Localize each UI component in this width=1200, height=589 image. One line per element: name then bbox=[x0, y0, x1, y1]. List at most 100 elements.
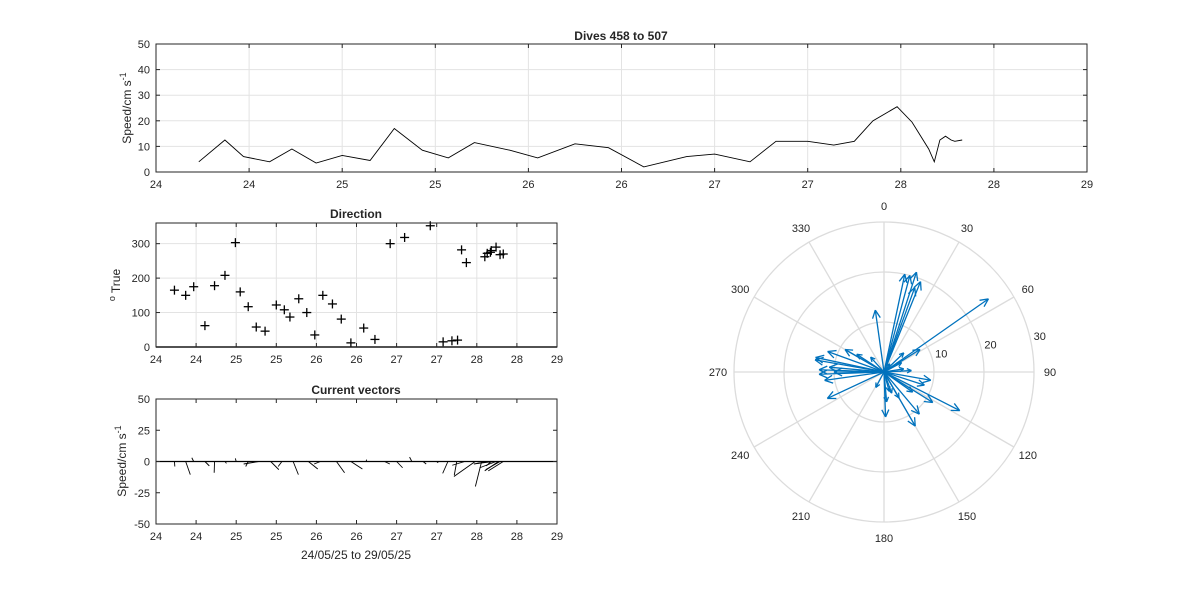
direction-point bbox=[279, 305, 289, 315]
direction-plot-xtick-label: 27 bbox=[390, 354, 402, 366]
compass-arrow-shaft bbox=[824, 371, 885, 381]
direction-plot-xtick-label: 28 bbox=[511, 354, 523, 366]
compass-arrow bbox=[883, 371, 932, 384]
current-vector bbox=[234, 458, 237, 462]
compass-radius-label: 20 bbox=[984, 340, 996, 352]
compass-arrow-head bbox=[914, 287, 917, 297]
compass-spoke bbox=[883, 371, 1015, 448]
compass-spoke bbox=[808, 371, 885, 503]
direction-point bbox=[181, 290, 191, 300]
current-vectors-title: Current vectors bbox=[311, 383, 401, 397]
current-vectors-ylabel-exponent: -1 bbox=[113, 425, 123, 433]
current-vectors-ylabel: Speed/cm s-1 bbox=[113, 425, 129, 496]
speed-plot-ytick-label: 20 bbox=[138, 116, 150, 128]
compass-arrow-shaft bbox=[814, 359, 885, 373]
compass-arrow bbox=[883, 371, 925, 387]
direction-plot-xtick-label: 29 bbox=[551, 354, 563, 366]
current-vectors-xtick-label: 25 bbox=[270, 531, 282, 543]
compass-arrow-head bbox=[898, 362, 903, 368]
compass-angle-label: 120 bbox=[1019, 450, 1037, 462]
speed-plot-ytick-label: 50 bbox=[138, 39, 150, 51]
compass-arrow-head bbox=[824, 379, 834, 384]
compass-arrow-head bbox=[904, 274, 908, 284]
compass-arrow-shaft bbox=[827, 371, 885, 400]
compass-arrow-head bbox=[818, 365, 828, 371]
direction-plot-xtick-label: 25 bbox=[270, 354, 282, 366]
direction-point bbox=[310, 330, 320, 340]
direction-point bbox=[294, 294, 304, 304]
direction-point bbox=[260, 326, 270, 336]
current-vector bbox=[308, 461, 319, 470]
compass-arrow-head bbox=[979, 298, 989, 301]
compass-arrow-shaft bbox=[883, 368, 904, 373]
direction-plot-xtick-label: 25 bbox=[230, 354, 242, 366]
compass-arrow bbox=[844, 348, 885, 373]
direction-point bbox=[359, 323, 369, 333]
speed-plot-grid bbox=[156, 44, 1087, 172]
compass-arrow-head bbox=[922, 379, 931, 384]
direction-point bbox=[447, 336, 457, 346]
compass-arrow bbox=[826, 371, 885, 400]
compass-arrow-head bbox=[828, 363, 838, 368]
current-vectors-ytick-label: -25 bbox=[134, 488, 150, 500]
current-vector bbox=[396, 461, 403, 469]
compass-arrow-head bbox=[815, 354, 825, 359]
compass-arrow-head bbox=[901, 352, 905, 358]
current-vector bbox=[452, 461, 465, 466]
current-vector bbox=[477, 461, 494, 464]
compass-arrow-head bbox=[918, 379, 925, 386]
speed-plot-ylabel: Speed/cm s-1 bbox=[118, 72, 134, 143]
current-vector bbox=[313, 461, 321, 465]
direction-plot-xtick-label: 24 bbox=[190, 354, 202, 366]
direction-plot-xtick-label: 26 bbox=[350, 354, 362, 366]
compass-arrow-head bbox=[833, 371, 843, 377]
compass-arrow-head bbox=[906, 390, 913, 393]
compass-arrow-head bbox=[916, 405, 920, 415]
direction-point bbox=[220, 270, 230, 280]
compass-arrow-head bbox=[953, 403, 961, 411]
current-vector bbox=[365, 459, 368, 462]
direction-point bbox=[243, 302, 253, 312]
speed-plot-xtick-label: 27 bbox=[708, 179, 720, 191]
compass-arrow-head bbox=[884, 409, 890, 418]
direction-point bbox=[370, 334, 380, 344]
direction-point bbox=[251, 322, 261, 332]
current-vectors-xtick-label: 28 bbox=[511, 531, 523, 543]
compass-arrow-head bbox=[923, 374, 932, 381]
speed-series-line bbox=[198, 106, 963, 168]
compass-arrow-shaft bbox=[874, 310, 885, 373]
speed-plot-title: Dives 458 to 507 bbox=[574, 29, 668, 43]
speed-plot-ytick-label: 30 bbox=[138, 90, 150, 102]
direction-point bbox=[485, 247, 495, 257]
compass-arrow bbox=[883, 371, 900, 399]
compass-arrow-shaft bbox=[883, 287, 916, 373]
direction-point bbox=[491, 242, 501, 252]
compass-arrow-shaft bbox=[875, 371, 885, 388]
current-vector bbox=[384, 461, 391, 465]
compass-arrow-head bbox=[869, 356, 873, 363]
compass-arrow-head bbox=[826, 391, 834, 399]
compass-arrow-head bbox=[906, 369, 912, 374]
direction-plot-ytick-label: 100 bbox=[132, 308, 150, 320]
speed-plot-xtick-label: 29 bbox=[1081, 179, 1093, 191]
current-vector bbox=[409, 456, 413, 462]
compass-arrow bbox=[871, 309, 885, 373]
direction-plot-xtick-label: 27 bbox=[431, 354, 443, 366]
speed-plot-xtick-label: 28 bbox=[895, 179, 907, 191]
compass-arrow bbox=[883, 371, 920, 415]
compass-arrow-head bbox=[833, 367, 843, 373]
direction-point bbox=[336, 314, 346, 324]
compass-arrow-head bbox=[887, 389, 893, 394]
current-vectors-xtick-label: 28 bbox=[471, 531, 483, 543]
speed-plot-xtick-label: 25 bbox=[429, 179, 441, 191]
direction-point bbox=[271, 300, 281, 310]
compass-spoke bbox=[808, 241, 885, 373]
current-vectors-ytick-label: 25 bbox=[138, 425, 150, 437]
compass-arrow-shaft bbox=[883, 371, 961, 412]
compass-arrow-head bbox=[844, 349, 851, 357]
compass-arrow-head bbox=[903, 274, 911, 283]
current-vectors-xtick-label: 27 bbox=[390, 531, 402, 543]
current-vectors-xlabel: 24/05/25 to 29/05/25 bbox=[301, 548, 411, 562]
compass-arrow bbox=[883, 286, 917, 373]
